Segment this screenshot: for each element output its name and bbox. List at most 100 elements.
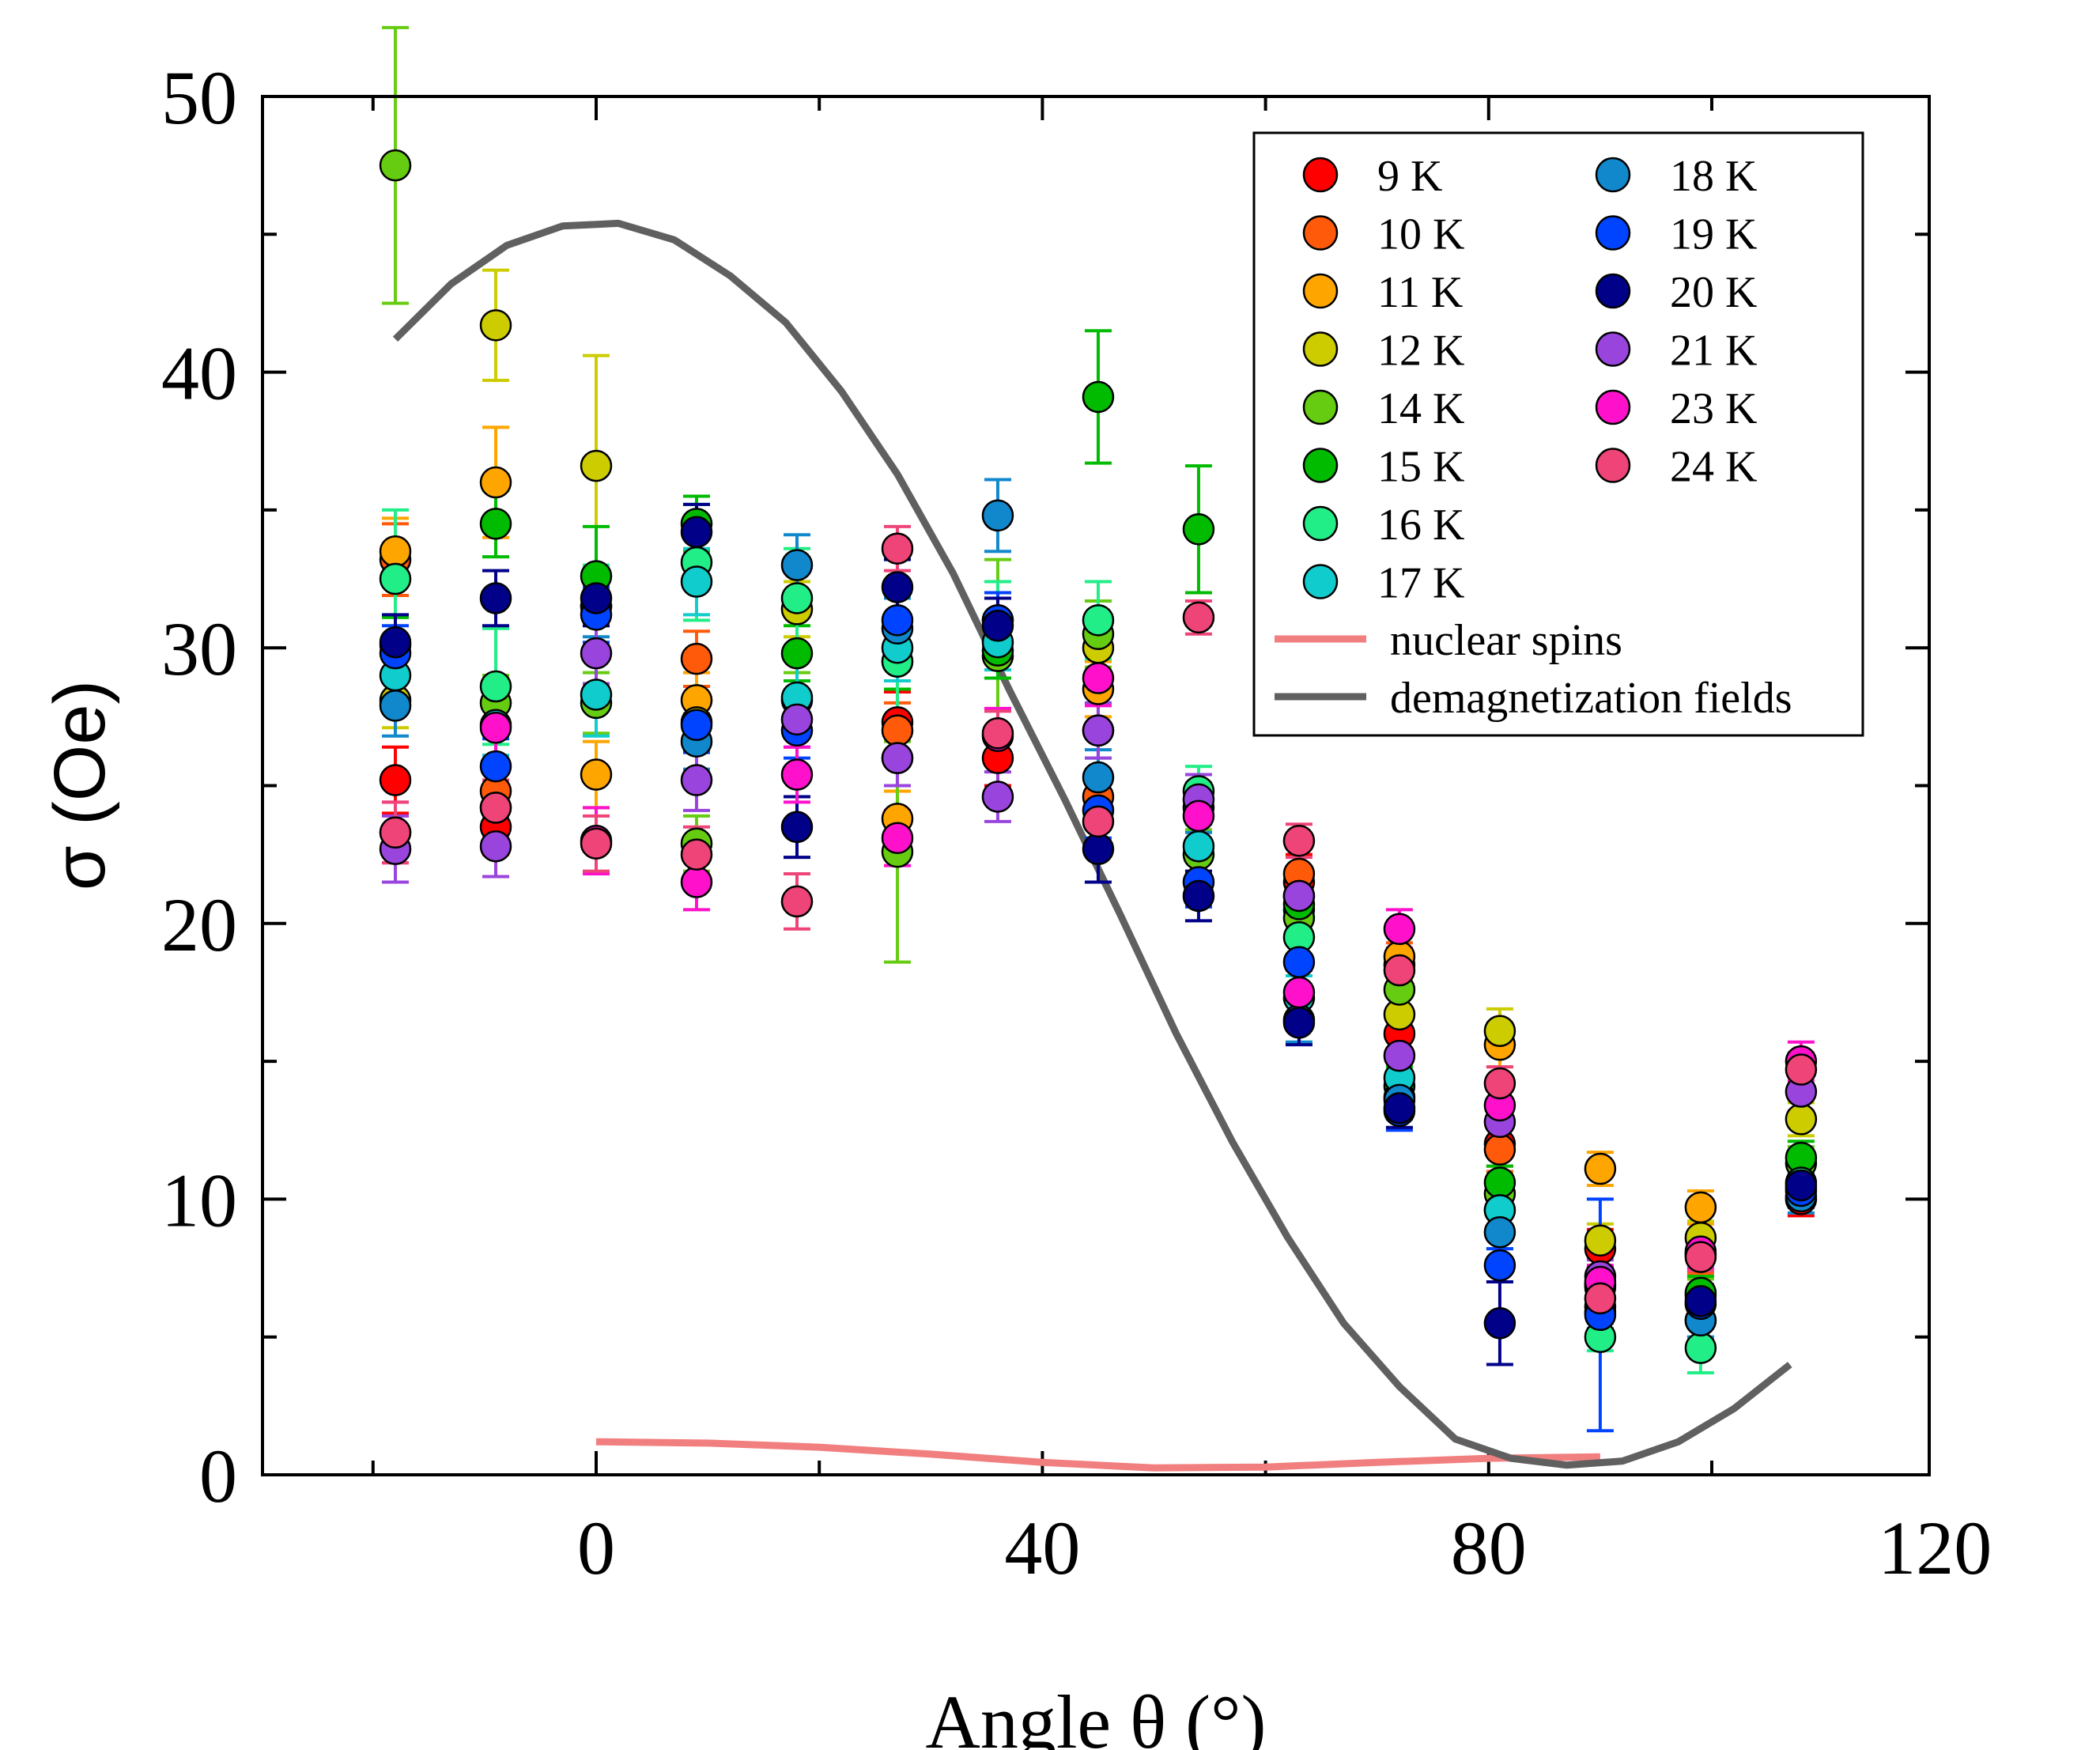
x-tick-label: 0 <box>577 1506 615 1590</box>
data-point <box>881 742 914 774</box>
legend-label: 23 K <box>1670 384 1757 433</box>
data-point <box>881 532 914 565</box>
data-point <box>1684 1241 1717 1273</box>
legend-marker <box>1302 564 1339 599</box>
data-point <box>1785 1103 1818 1136</box>
data-point <box>379 764 412 796</box>
legend: 9 K 10 K 11 K 12 K 14 K 15 K 16 K 17 K 18 K 19 K 2… <box>1252 131 1864 737</box>
data-point <box>1182 601 1215 634</box>
data-point <box>981 717 1014 750</box>
data-point <box>1584 1224 1617 1257</box>
legend-label: 17 K <box>1377 559 1464 608</box>
legend-label: 14 K <box>1377 384 1464 433</box>
legend-label: 12 K <box>1377 327 1464 376</box>
data-point <box>1282 879 1316 913</box>
data-point <box>1483 1133 1516 1166</box>
data-point <box>479 582 512 614</box>
data-point <box>1684 1332 1717 1364</box>
legend-label: 10 K <box>1377 210 1464 259</box>
data-point <box>1082 662 1115 694</box>
legend-label: 21 K <box>1670 327 1757 376</box>
x-axis-title: Angle θ (°) <box>926 1680 1267 1750</box>
data-point <box>1483 1307 1516 1340</box>
data-point <box>1483 1067 1516 1100</box>
data-point <box>1182 513 1215 546</box>
x-tick-label: 40 <box>1004 1506 1080 1590</box>
x-tick-label: 120 <box>1878 1506 1992 1590</box>
data-point <box>1785 1169 1818 1202</box>
legend-label: demagnetization fields <box>1390 674 1792 723</box>
data-point <box>479 712 512 744</box>
data-point <box>680 709 713 742</box>
legend-marker <box>1302 215 1339 251</box>
legend-label: 18 K <box>1670 152 1757 201</box>
data-point <box>479 466 512 499</box>
data-point <box>1082 833 1115 865</box>
legend-marker <box>1595 273 1631 309</box>
legend-marker <box>1595 389 1631 425</box>
legend-marker <box>1302 389 1339 425</box>
data-point <box>479 508 512 540</box>
data-point <box>580 637 613 670</box>
data-points <box>379 149 1818 1364</box>
curve-line <box>595 1438 1600 1472</box>
data-point <box>580 827 613 860</box>
y-tick-label: 0 <box>199 1434 237 1518</box>
data-point <box>479 792 512 824</box>
data-point <box>1483 1166 1516 1199</box>
data-point <box>1483 1215 1516 1249</box>
y-tick-label: 20 <box>161 883 237 967</box>
data-point <box>1483 1249 1516 1282</box>
data-point <box>1483 1015 1516 1048</box>
y-tick-label: 30 <box>161 607 237 691</box>
data-point <box>379 690 412 722</box>
y-tick-label: 50 <box>161 55 237 140</box>
data-point <box>1182 879 1215 913</box>
data-point <box>1383 954 1416 987</box>
axis-ticks <box>262 95 1929 1476</box>
data-point <box>580 678 613 711</box>
data-point <box>1282 946 1316 978</box>
data-point <box>680 642 713 675</box>
data-point <box>479 309 512 342</box>
data-point <box>981 781 1014 813</box>
data-point <box>1584 1282 1617 1315</box>
data-point <box>1282 976 1316 1009</box>
data-point <box>680 565 713 598</box>
legend-marker <box>1302 273 1339 309</box>
data-point <box>981 610 1014 642</box>
legend-marker <box>1595 331 1631 367</box>
data-point <box>379 816 412 849</box>
legend-marker <box>1595 448 1631 483</box>
data-point <box>881 571 914 603</box>
plot-frame <box>261 95 1931 1476</box>
legend-box <box>1252 131 1864 737</box>
data-point <box>1282 824 1316 857</box>
legend-marker <box>1302 505 1339 542</box>
data-point <box>1182 799 1215 833</box>
data-point <box>379 535 412 568</box>
data-point <box>780 637 814 670</box>
data-point <box>580 449 613 482</box>
data-point <box>1082 761 1115 794</box>
data-point <box>680 516 713 549</box>
data-point <box>1684 1285 1717 1317</box>
legend-label: 9 K <box>1377 152 1442 201</box>
data-point <box>479 830 512 863</box>
legend-marker <box>1302 448 1339 483</box>
data-point <box>580 582 613 614</box>
data-point <box>1383 1092 1416 1124</box>
data-point <box>1383 913 1416 946</box>
legend-label: 15 K <box>1377 443 1464 492</box>
data-point <box>680 838 713 871</box>
data-point <box>780 582 814 614</box>
data-point <box>1082 604 1115 637</box>
legend-label: 20 K <box>1670 268 1757 317</box>
legend-label: 24 K <box>1670 443 1757 492</box>
legend-marker <box>1595 157 1631 193</box>
data-point <box>379 626 412 659</box>
legend-label: nuclear spins <box>1390 616 1622 665</box>
data-point <box>881 822 914 854</box>
legend-label: 16 K <box>1377 501 1464 550</box>
